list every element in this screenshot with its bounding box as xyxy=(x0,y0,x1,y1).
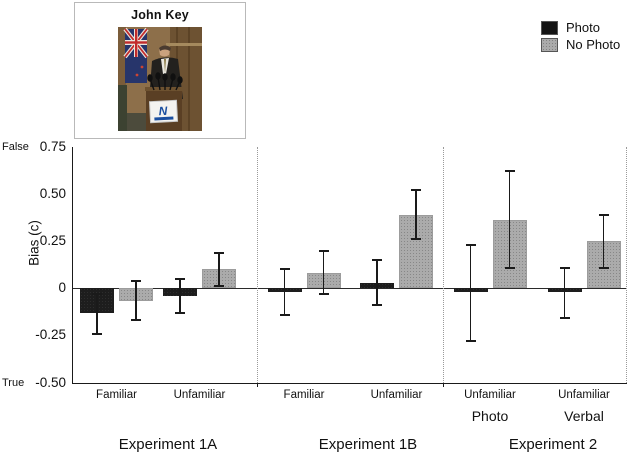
legend-swatch-no-photo-icon xyxy=(541,37,558,52)
x-category-label: Familiar xyxy=(96,389,137,401)
legend-swatch-photo-icon xyxy=(541,20,558,35)
chart-legend: Photo No Photo xyxy=(541,19,620,53)
error-bar-cap-bottom-no-photo-group-3 xyxy=(318,292,329,295)
error-bar-no-photo-group-3 xyxy=(322,250,325,294)
error-bar-photo-group-5 xyxy=(469,244,472,342)
x-subcondition-label: Verbal xyxy=(564,408,604,424)
error-bar-cap-top-photo-group-3 xyxy=(279,268,290,271)
zero-line xyxy=(73,288,627,290)
legend-item-no-photo: No Photo xyxy=(541,36,620,53)
error-bar-cap-bottom-no-photo-group-4 xyxy=(411,238,421,241)
y-axis-line xyxy=(71,147,73,384)
error-bar-cap-top-no-photo-group-3 xyxy=(318,249,329,252)
x-subcondition-label: Photo xyxy=(471,408,509,424)
plot-right-border-line xyxy=(626,147,627,383)
error-bar-no-photo-group-6 xyxy=(602,214,605,268)
error-bar-cap-top-photo-group-5 xyxy=(465,243,476,246)
error-bar-cap-top-photo-group-2 xyxy=(175,277,185,280)
y-tick-label: 0 xyxy=(58,280,66,296)
y-tick-label: 0.50 xyxy=(39,186,66,202)
experiment-label: Experiment 2 xyxy=(508,436,598,453)
prime-minister-inset-box: John Key xyxy=(74,2,246,139)
error-bar-cap-top-no-photo-group-4 xyxy=(411,189,421,192)
error-bar-cap-bottom-no-photo-group-5 xyxy=(504,266,515,269)
error-bar-cap-top-photo-group-6 xyxy=(559,266,570,269)
y-tick-label: 0.75 xyxy=(39,139,66,154)
error-bar-cap-bottom-no-photo-group-1 xyxy=(131,319,141,322)
y-tick-label: -0.25 xyxy=(35,327,66,343)
x-category-label: Unfamiliar xyxy=(464,389,516,401)
x-axis-tick xyxy=(443,382,444,387)
experiment-label: Experiment 1B xyxy=(318,436,418,453)
inset-title: John Key xyxy=(131,8,189,22)
error-bar-no-photo-group-2 xyxy=(218,252,220,287)
y-tick-label: -0.50 xyxy=(35,374,66,390)
error-bar-cap-bottom-no-photo-group-2 xyxy=(214,285,224,288)
john-key-photo: N xyxy=(118,27,202,131)
error-bar-cap-top-no-photo-group-6 xyxy=(598,213,609,216)
error-bar-photo-group-2 xyxy=(179,278,181,313)
svg-text:N: N xyxy=(158,104,168,118)
x-category-label: Unfamiliar xyxy=(558,389,610,401)
error-bar-no-photo-group-4 xyxy=(415,190,417,240)
x-category-label: Familiar xyxy=(283,389,325,401)
error-bar-cap-bottom-photo-group-5 xyxy=(465,340,476,343)
error-bar-photo-group-3 xyxy=(283,269,286,315)
error-bar-cap-top-photo-group-1 xyxy=(92,292,102,295)
x-axis-tick xyxy=(257,382,258,387)
error-bar-cap-bottom-photo-group-2 xyxy=(175,311,185,314)
error-bar-cap-top-photo-group-4 xyxy=(372,259,382,262)
error-bar-cap-bottom-photo-group-6 xyxy=(559,317,570,320)
experiment-label: Experiment 1A xyxy=(118,436,218,453)
error-bar-no-photo-group-5 xyxy=(508,171,511,268)
error-bar-cap-top-no-photo-group-1 xyxy=(131,279,141,282)
experiment-separator-line xyxy=(257,147,258,383)
legend-label-no-photo: No Photo xyxy=(566,37,621,52)
error-bar-photo-group-6 xyxy=(563,267,566,319)
error-bar-cap-top-no-photo-group-2 xyxy=(214,251,224,254)
error-bar-no-photo-group-1 xyxy=(135,280,137,321)
bar-no-photo-group-4 xyxy=(399,214,433,289)
y-tick-label: 0.25 xyxy=(39,233,66,249)
error-bar-cap-bottom-photo-group-3 xyxy=(279,313,290,316)
error-bar-cap-bottom-photo-group-4 xyxy=(372,304,382,307)
x-axis-line xyxy=(71,382,627,384)
y-axis-top-anchor-label: False xyxy=(2,141,29,153)
error-bar-photo-group-1 xyxy=(96,293,98,334)
legend-item-photo: Photo xyxy=(541,19,620,36)
error-bar-cap-bottom-no-photo-group-6 xyxy=(598,266,609,269)
legend-label-photo: Photo xyxy=(566,20,600,35)
error-bar-cap-bottom-photo-group-1 xyxy=(92,332,102,335)
y-axis-bottom-anchor-label: True xyxy=(2,377,25,389)
error-bar-cap-top-no-photo-group-5 xyxy=(504,170,515,173)
experiment-separator-line xyxy=(443,147,444,383)
x-category-label: Unfamiliar xyxy=(370,389,423,401)
x-category-label: Unfamiliar xyxy=(173,389,226,401)
error-bar-photo-group-4 xyxy=(376,260,378,306)
